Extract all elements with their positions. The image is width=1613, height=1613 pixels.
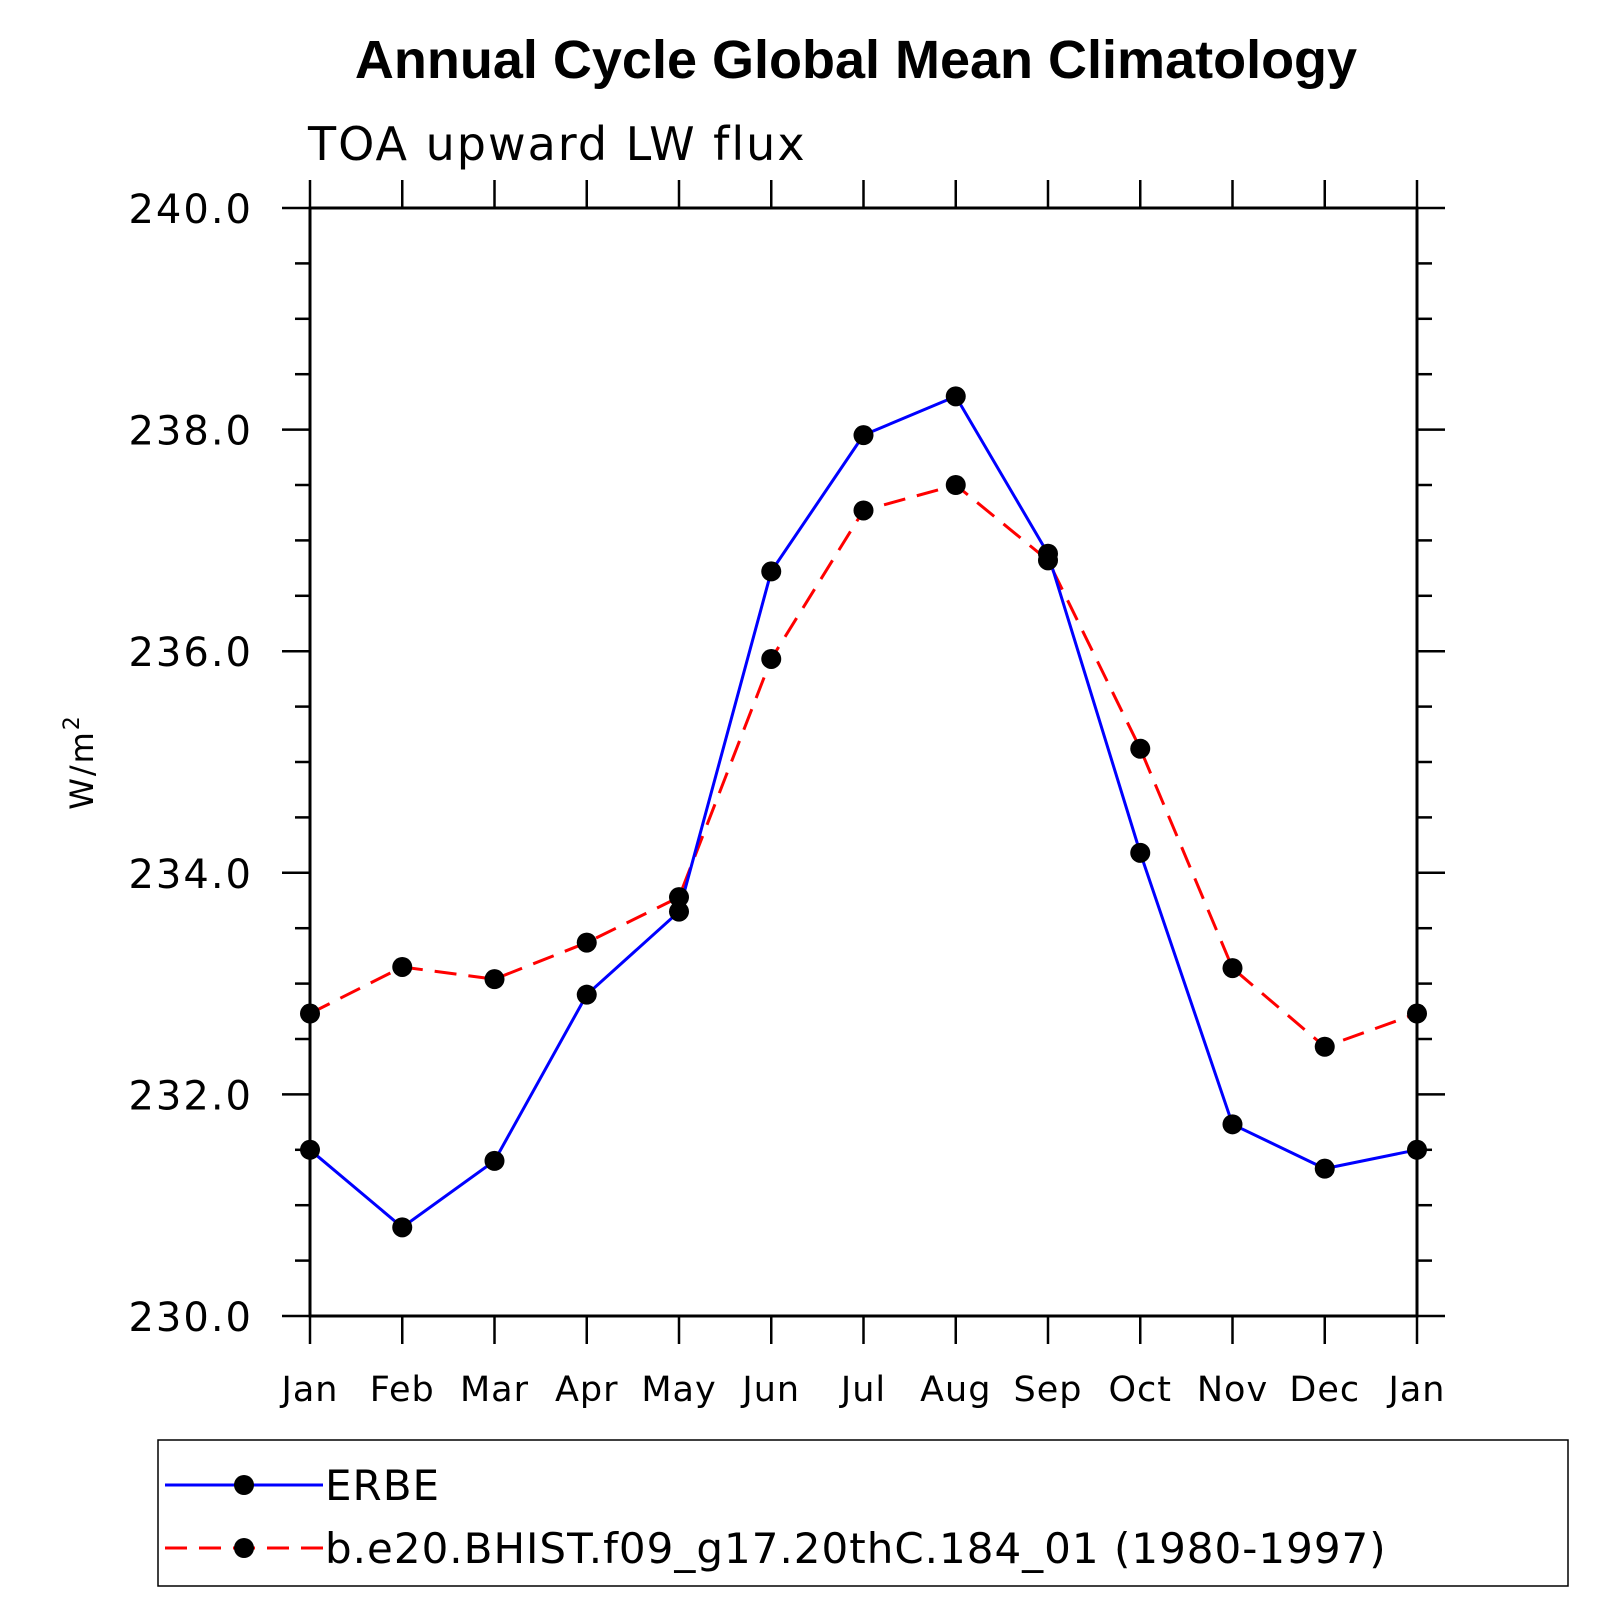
y-axis-label-superscript: 2 <box>60 714 85 730</box>
data-point-erbe <box>945 386 966 407</box>
x-tick-label: Nov <box>1197 1370 1268 1410</box>
legend-box <box>157 1439 1569 1587</box>
data-point-erbe <box>853 425 874 446</box>
x-tick-label: Jul <box>839 1370 886 1410</box>
legend-marker <box>234 1538 254 1558</box>
data-point-model <box>484 969 505 990</box>
data-point-erbe <box>669 901 689 922</box>
data-point-model <box>761 648 782 669</box>
series-line-erbe <box>309 394 1418 1230</box>
data-point-erbe <box>761 561 782 582</box>
data-point-model <box>945 475 966 495</box>
x-tick-label: Feb <box>370 1370 435 1410</box>
x-tick-label: Aug <box>920 1370 991 1410</box>
y-tick-label: 236.0 <box>128 630 253 676</box>
y-tick-label: 240.0 <box>128 187 253 233</box>
data-point-erbe <box>1314 1158 1335 1179</box>
data-point-model <box>669 887 689 908</box>
x-tick-label: Jan <box>280 1370 339 1410</box>
x-tick-label: Jan <box>1387 1370 1446 1410</box>
series-line-model <box>309 483 1418 1049</box>
data-point-erbe <box>300 1139 320 1160</box>
data-point-model <box>1314 1036 1335 1057</box>
data-point-erbe <box>1130 842 1151 863</box>
data-point-erbe <box>1222 1114 1243 1135</box>
x-tick-label: Mar <box>460 1370 529 1410</box>
data-point-erbe <box>1038 543 1058 564</box>
x-tick-label: Apr <box>555 1370 619 1410</box>
series-group <box>300 386 1427 1238</box>
chart-title: Annual Cycle Global Mean Climatology <box>355 30 1357 90</box>
x-tick-label: Sep <box>1014 1370 1083 1410</box>
plot-frame <box>308 206 1419 1318</box>
data-point-model <box>1130 738 1151 759</box>
data-point-erbe <box>484 1150 505 1171</box>
data-point-model <box>1407 1003 1427 1024</box>
data-point-erbe <box>1407 1139 1427 1160</box>
x-tick-label: Oct <box>1108 1370 1172 1410</box>
data-point-model <box>576 932 597 953</box>
y-tick-label: 238.0 <box>128 409 253 455</box>
y-axis-label-unit: W/m <box>63 730 101 810</box>
data-point-erbe <box>392 1217 413 1238</box>
data-point-model <box>392 956 413 977</box>
y-tick-label: 230.0 <box>128 1295 253 1341</box>
legend-label: b.e20.BHIST.f09_g17.20thC.184_01 (1980-1… <box>325 1524 1387 1573</box>
x-tick-label: May <box>641 1370 716 1410</box>
y-axis-label: W/m2 <box>60 714 101 810</box>
data-point-erbe <box>576 984 597 1005</box>
legend-label: ERBE <box>325 1461 440 1510</box>
data-point-model <box>300 1003 320 1024</box>
x-tick-label: Dec <box>1289 1370 1360 1410</box>
y-tick-label: 232.0 <box>128 1073 253 1119</box>
axes: 230.0 232.0 234.0 236.0 238.0 240.0 Jan Feb Mar A… <box>60 180 1445 1410</box>
data-point-model <box>853 500 874 521</box>
x-tick-label: Jun <box>740 1370 800 1410</box>
y-tick-label: 234.0 <box>128 852 253 898</box>
legend-marker <box>234 1475 254 1495</box>
legend: ERBE b.e20.BHIST.f09_g17.20thC.184_01 (19… <box>157 1439 1569 1587</box>
data-point-model <box>1222 958 1243 979</box>
chart-subtitle: TOA upward LW flux <box>307 117 807 171</box>
